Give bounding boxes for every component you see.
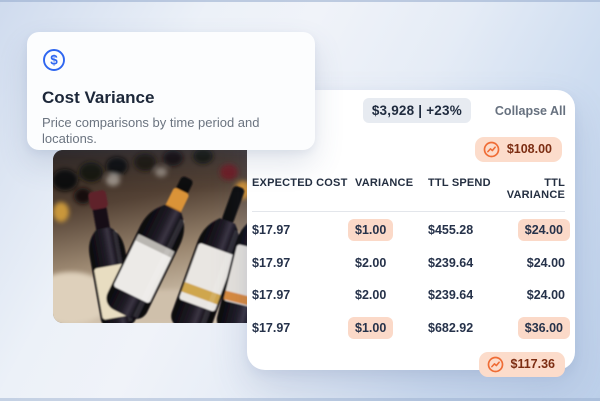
expected-cost-cell: $17.97	[252, 320, 291, 335]
column-header-ttl-variance: TTL VARIANCE	[506, 177, 565, 201]
collapse-all-button[interactable]: Collapse All	[494, 103, 566, 118]
cost-variance-table-card: $3,928 | +23% Collapse All $108.00 EXPEC…	[247, 90, 575, 377]
table-row: $17.97 $2.00 $239.64 $24.00	[252, 279, 565, 312]
variance-cell: $2.00	[355, 255, 387, 270]
ttl-spend-cell: $455.28	[428, 223, 474, 238]
header-divider	[252, 211, 565, 212]
svg-text:$: $	[50, 53, 58, 68]
top-total-badge: $108.00	[474, 137, 562, 162]
column-header-ttl-spend: TTL SPEND	[428, 177, 491, 189]
dollar-circle-icon: $	[43, 49, 65, 71]
column-header-expected-cost: EXPECTED COST	[252, 177, 348, 189]
ttl-spend-cell: $239.64	[428, 288, 474, 303]
top-total-row: $108.00	[247, 137, 575, 162]
table-row: $17.97 $1.00 $455.28 $24.00	[252, 214, 570, 247]
table-row: $17.97 $1.00 $682.92 $36.00	[252, 312, 570, 345]
table-card-header: $3,928 | +23% Collapse All	[247, 90, 575, 123]
variance-cell: $1.00	[348, 219, 428, 242]
ttl-variance-cell: $24.00	[526, 288, 565, 303]
ttl-spend-cell: $682.92	[428, 320, 474, 335]
expected-cost-cell: $17.97	[252, 255, 291, 270]
ttl-variance-cell: $36.00	[505, 316, 570, 339]
bottom-total-badge: $117.36	[478, 352, 565, 377]
cost-variance-info-card: $ Cost Variance Price comparisons by tim…	[27, 32, 315, 150]
info-card-description: Price comparisons by time period and loc…	[42, 115, 260, 147]
wine-bottles-photo	[53, 150, 247, 323]
wine-bottles-illustration	[53, 150, 247, 323]
expected-cost-cell: $17.97	[252, 288, 291, 303]
expected-cost-cell: $17.97	[252, 223, 291, 238]
ttl-variance-cell: $24.00	[505, 219, 570, 242]
variance-cell: $1.00	[348, 316, 428, 339]
info-card-title: Cost Variance	[42, 88, 155, 107]
table-row: $17.97 $2.00 $239.64 $24.00	[252, 247, 565, 280]
trending-up-icon	[483, 141, 500, 158]
bottom-total-row: $117.36	[247, 352, 575, 377]
variance-cell: $2.00	[355, 288, 387, 303]
top-total-value: $108.00	[506, 142, 552, 156]
trending-up-icon	[487, 356, 503, 373]
total-summary-badge: $3,928 | +23%	[362, 98, 471, 123]
ttl-spend-cell: $239.64	[428, 255, 474, 270]
table-body: $17.97 $1.00 $455.28 $24.00 $17.97 $2.00 $239.…	[247, 212, 575, 344]
bottom-total-value: $117.36	[510, 357, 556, 371]
column-header-variance: VARIANCE	[355, 177, 414, 189]
table-header-row: EXPECTED COST VARIANCE TTL SPEND TTL VAR…	[247, 177, 575, 201]
ttl-variance-cell: $24.00	[526, 255, 565, 270]
